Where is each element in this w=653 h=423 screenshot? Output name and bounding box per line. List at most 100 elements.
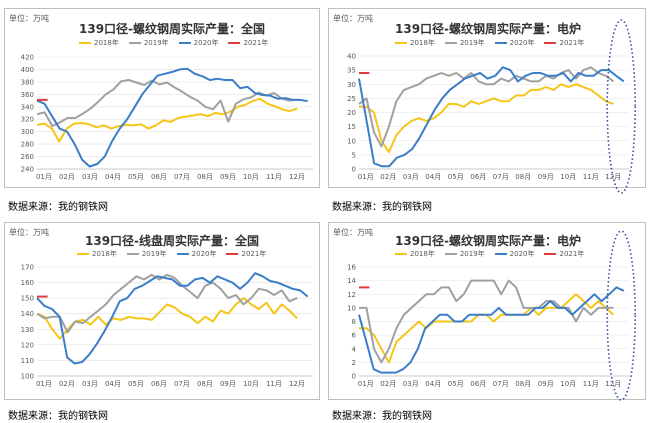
legend-swatch bbox=[544, 253, 557, 255]
x-tick-label: 11月 bbox=[266, 380, 282, 388]
line-plot: 0 5 10 15 20 25 30 35 40 01月 02月 03月 04月 05月 06月 07月 08月… bbox=[347, 19, 637, 194]
x-tick-label: 12月 bbox=[289, 173, 305, 181]
series-line-y2018 bbox=[36, 97, 298, 143]
x-tick-label: 10月 bbox=[560, 380, 576, 388]
series-line-y2019 bbox=[358, 66, 614, 148]
y-tick-label: 30 bbox=[347, 81, 356, 89]
x-tick-label: 10月 bbox=[560, 173, 576, 181]
y-tick-label: 360 bbox=[21, 91, 34, 99]
x-tick-label: 06月 bbox=[151, 380, 167, 388]
series-line-y2020 bbox=[36, 67, 308, 168]
y-tick-label: 260 bbox=[21, 153, 34, 161]
x-tick-label: 06月 bbox=[151, 173, 167, 181]
chart-title: 139口径-线盘周实际产量：全国 bbox=[85, 234, 260, 248]
x-tick-label: 10月 bbox=[243, 173, 259, 181]
highlight-ellipse bbox=[606, 19, 637, 194]
legend-label: 2018年 bbox=[92, 250, 117, 258]
y-tick-label: 16 bbox=[347, 264, 356, 272]
legend-item-2018: 2018年 bbox=[395, 38, 435, 48]
y-tick-label: 400 bbox=[21, 66, 34, 74]
legend-item-2019: 2019年 bbox=[128, 38, 169, 48]
chart-title: 139口径-螺纹钢周实际产量：电炉 bbox=[395, 22, 582, 36]
x-tick-label: 04月 bbox=[425, 173, 441, 181]
legend-label: 2020年 bbox=[193, 39, 219, 47]
legend: 2018年 2019年 2020年 2021年 bbox=[79, 38, 268, 48]
legend-label: 2020年 bbox=[509, 39, 535, 47]
x-tick-label: 05月 bbox=[448, 380, 464, 388]
legend-item-2019: 2019年 bbox=[126, 249, 167, 259]
legend-label: 2019年 bbox=[459, 250, 485, 258]
x-tick-label: 07月 bbox=[174, 380, 190, 388]
x-tick-label: 08月 bbox=[515, 380, 531, 388]
x-tick-label: 04月 bbox=[425, 380, 441, 388]
legend-swatch bbox=[178, 42, 191, 44]
legend-swatch bbox=[395, 253, 407, 255]
legend-label: 2018年 bbox=[410, 39, 435, 47]
y-tick-label: 14 bbox=[347, 277, 356, 285]
highlight-ellipse bbox=[606, 230, 637, 401]
source-note: 数据来源：我的钢铁网 bbox=[332, 411, 432, 422]
chart-panel-rebar-eaf-2: 单位：万吨 139口径-螺纹钢周实际产量：电炉 2018年 2019年 2020… bbox=[328, 222, 646, 401]
x-tick-label: 10月 bbox=[243, 380, 259, 388]
y-tick-label: 240 bbox=[21, 166, 34, 174]
chart-panel-rebar-national: 单位：万吨 139口径-螺纹钢周实际产量：全国 2018年 2019年 2020… bbox=[4, 8, 320, 188]
y-tick-label: 0 bbox=[352, 166, 356, 174]
legend: 2018年 2019年 2020年 2021年 bbox=[395, 38, 584, 48]
line-plot: 240 260 280 300 320 340 360 380 400 420 01月 02月 03月 0… bbox=[21, 54, 313, 181]
legend-item-2019: 2019年 bbox=[444, 249, 485, 259]
legend-swatch bbox=[79, 42, 91, 44]
legend-label: 2018年 bbox=[410, 250, 435, 258]
x-tick-label: 02月 bbox=[380, 173, 396, 181]
legend-swatch bbox=[444, 42, 457, 44]
legend-item-2021: 2021年 bbox=[226, 249, 266, 259]
legend-label: 2021年 bbox=[559, 39, 585, 47]
legend-label: 2018年 bbox=[94, 39, 119, 47]
series-line-y2020 bbox=[358, 286, 625, 374]
y-tick-label: 420 bbox=[21, 54, 34, 62]
y-tick-label: 340 bbox=[21, 103, 34, 111]
x-tick-label: 05月 bbox=[128, 380, 144, 388]
x-tick-label: 02月 bbox=[59, 173, 75, 181]
series-line-y2020 bbox=[36, 272, 309, 365]
legend-swatch bbox=[77, 253, 89, 255]
x-tick-label: 04月 bbox=[105, 380, 121, 388]
unit-label: 单位：万吨 bbox=[9, 228, 49, 237]
legend-swatch bbox=[494, 253, 507, 255]
legend-item-2018: 2018年 bbox=[79, 38, 119, 48]
legend: 2018年 2019年 2020年 2021年 bbox=[77, 249, 266, 259]
x-tick-label: 01月 bbox=[358, 173, 374, 181]
x-tick-label: 06月 bbox=[470, 173, 486, 181]
y-tick-label: 320 bbox=[21, 116, 34, 124]
source-note: 数据来源：我的钢铁网 bbox=[8, 202, 108, 213]
legend-item-2020: 2020年 bbox=[176, 249, 216, 259]
legend-item-2021: 2021年 bbox=[544, 249, 584, 259]
legend: 2018年 2019年 2020年 2021年 bbox=[395, 249, 584, 259]
x-tick-label: 03月 bbox=[82, 380, 98, 388]
y-tick-label: 6 bbox=[352, 332, 357, 340]
y-tick-label: 2 bbox=[352, 359, 356, 367]
y-tick-label: 120 bbox=[21, 341, 34, 349]
legend-label: 2021年 bbox=[243, 39, 269, 47]
x-tick-label: 11月 bbox=[583, 380, 599, 388]
x-tick-label: 05月 bbox=[448, 173, 464, 181]
line-plot: 0 2 4 6 8 10 12 14 16 01月 02月 03月 04月 05月 06月 07月 08月 09月… bbox=[347, 230, 637, 401]
source-note: 数据来源：我的钢铁网 bbox=[332, 202, 432, 213]
legend-item-2020: 2020年 bbox=[178, 38, 219, 48]
x-tick-label: 09月 bbox=[538, 173, 554, 181]
y-tick-label: 300 bbox=[21, 128, 34, 136]
y-tick-label: 280 bbox=[21, 141, 34, 149]
source-note: 数据来源：我的钢铁网 bbox=[8, 411, 108, 422]
unit-label: 单位：万吨 bbox=[333, 14, 373, 23]
y-tick-label: 35 bbox=[347, 67, 356, 75]
y-tick-label: 15 bbox=[347, 123, 356, 131]
legend-label: 2019年 bbox=[141, 250, 167, 258]
chart-panel-rebar-eaf: 单位：万吨 139口径-螺纹钢周实际产量：电炉 2018年 2019年 2020… bbox=[328, 8, 646, 194]
x-tick-label: 11月 bbox=[266, 173, 282, 181]
series-line-y2019 bbox=[36, 273, 298, 334]
x-tick-label: 11月 bbox=[583, 173, 599, 181]
y-tick-label: 4 bbox=[352, 345, 357, 353]
legend-item-2018: 2018年 bbox=[395, 249, 435, 259]
legend-swatch bbox=[494, 42, 507, 44]
x-tick-label: 01月 bbox=[358, 380, 374, 388]
legend-label: 2019年 bbox=[459, 39, 485, 47]
